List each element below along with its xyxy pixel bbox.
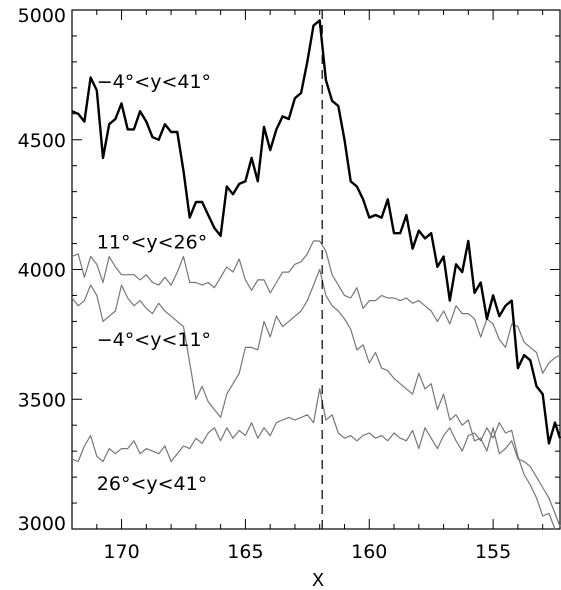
series-line-0 (72, 19, 561, 445)
series-line-1 (72, 240, 561, 374)
axis-ticks (71, 9, 560, 530)
x-axis-title: X (312, 570, 324, 590)
x-tick-label: 155 (475, 541, 511, 563)
series-layer (72, 19, 561, 530)
y-tick-label: 4500 (18, 130, 66, 152)
axis-tick-labels: 170 165 160 155 3000 3500 4000 4500 5000 (18, 5, 512, 563)
y-tick-label: 4000 (18, 260, 66, 282)
series-label: 11°<y<26° (97, 232, 207, 254)
y-tick-label: 5000 (18, 5, 66, 27)
y-tick-label: 3500 (18, 389, 66, 411)
x-tick-label: 170 (103, 541, 139, 563)
x-tick-label: 160 (351, 541, 387, 563)
y-tick-label: 3000 (18, 513, 66, 535)
series-label: −4°<y<41° (97, 71, 211, 93)
series-label: −4°<y<11° (97, 329, 211, 351)
x-tick-label: 165 (227, 541, 263, 563)
series-label: 26°<y<41° (97, 473, 207, 495)
series-line-3 (72, 388, 557, 530)
series-labels: −4°<y<41° 11°<y<26° −4°<y<11° 26°<y<41° (97, 71, 211, 495)
